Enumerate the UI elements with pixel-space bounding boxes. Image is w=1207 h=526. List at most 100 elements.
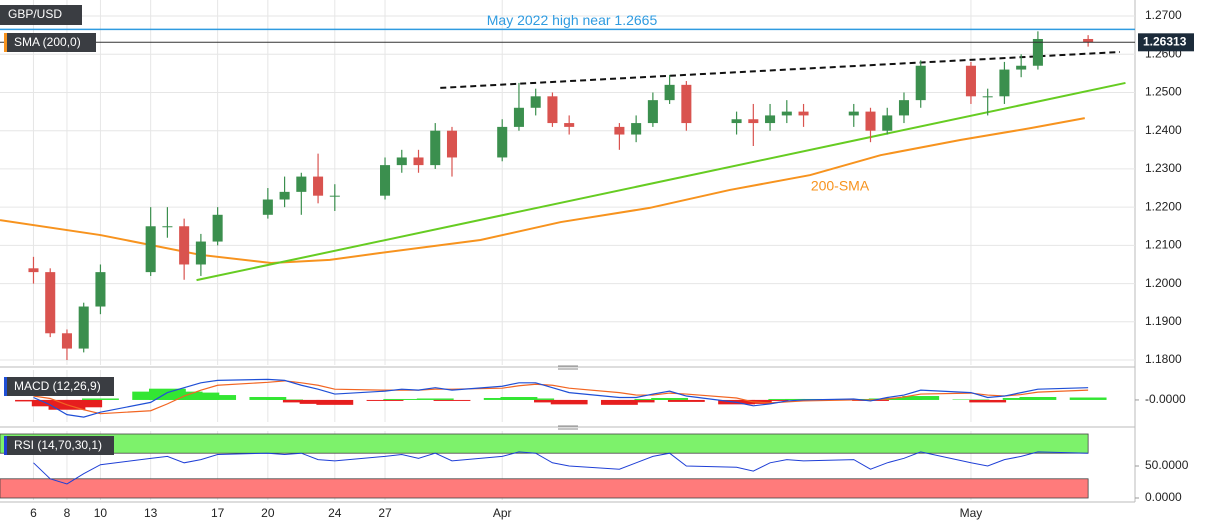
x-tick-label: 6 (30, 506, 37, 520)
macd-histogram-bar (667, 399, 705, 402)
macd-histogram-bar (550, 399, 588, 405)
candle-body (865, 111, 876, 131)
candle-body (798, 111, 809, 116)
y-tick-label: 0.0000 (1145, 490, 1182, 504)
legend-box[interactable] (4, 33, 96, 52)
y-tick-label: 1.2400 (1145, 123, 1182, 137)
legend-box[interactable] (4, 436, 114, 455)
price-label: 1.26313 (1143, 34, 1187, 48)
candle-body (446, 130, 458, 158)
candle-body (765, 115, 776, 124)
candle-body (1032, 38, 1043, 66)
candle-body (982, 96, 993, 98)
candle-body (915, 65, 926, 101)
candle-body (28, 268, 39, 273)
trendline (440, 50, 1120, 89)
pane-handle[interactable] (558, 425, 578, 430)
macd-histogram-bar (902, 396, 940, 400)
legend-label[interactable]: SMA (200,0) (14, 35, 81, 49)
candle-body (497, 126, 508, 158)
symbol-box[interactable] (0, 5, 82, 25)
x-tick-label: 13 (144, 506, 158, 520)
macd-histogram-bar (1069, 397, 1107, 400)
macd-histogram-bar (65, 399, 103, 408)
candle-body (647, 100, 658, 124)
candle-body (965, 65, 976, 97)
y-tick-label: 1.1900 (1145, 314, 1182, 328)
labels: GBP/USD SMA (200,0) MACD (12,26,9) RSI (… (0, 5, 1194, 520)
pane-handle[interactable] (558, 365, 578, 370)
candle-body (45, 272, 56, 334)
oversold-zone (0, 478, 1089, 499)
x-tick-label: Apr (493, 506, 512, 520)
trendline (196, 81, 1126, 282)
y-tick-label: 1.2200 (1145, 199, 1182, 213)
macd-histogram-bar (433, 399, 471, 401)
y-tick-label: -0.0000 (1145, 392, 1186, 406)
annotation: May 2022 high near 1.2665 (487, 12, 658, 28)
candle-body (78, 306, 89, 349)
candle-body (681, 84, 692, 124)
candle-body (748, 119, 759, 124)
candle-body (564, 123, 575, 127)
candle-body (614, 126, 625, 135)
candle-body (413, 157, 424, 166)
x-tick-label: May (960, 506, 983, 520)
x-tick-label: 17 (211, 506, 225, 520)
symbol[interactable]: GBP/USD (8, 7, 62, 21)
y-tick-label: 1.2300 (1145, 161, 1182, 175)
macd-line (33, 378, 1089, 418)
x-tick-label: 20 (261, 506, 275, 520)
candle-body (396, 157, 407, 166)
y-tick-label: 1.1800 (1145, 352, 1182, 366)
legend-label[interactable]: RSI (14,70,30,1) (14, 438, 102, 452)
y-tick-label: 50.0000 (1145, 458, 1189, 472)
macd-histogram-bar (651, 397, 689, 400)
candle-body (145, 226, 156, 273)
y-tick-label: 1.2700 (1145, 8, 1182, 22)
candle-body (731, 119, 742, 124)
y-tick-label: 1.2000 (1145, 276, 1182, 290)
candle-body (664, 84, 675, 101)
rsi-line (33, 451, 1089, 485)
legend-swatch (4, 436, 7, 455)
x-tick-label: 10 (94, 506, 108, 520)
x-tick-label: 27 (378, 506, 392, 520)
candle-body (262, 199, 273, 215)
macd-histogram-bar (416, 398, 454, 400)
candle-body (212, 214, 223, 242)
sma-annotation: 200-SMA (811, 178, 870, 194)
macd-histogram-bar (751, 399, 789, 401)
candle-body (781, 111, 792, 116)
candle-body (848, 111, 859, 116)
candle-body (313, 176, 324, 196)
sma-line (0, 117, 1085, 264)
legend-box[interactable] (4, 377, 114, 396)
candle-body (296, 176, 307, 192)
candle-body (95, 272, 106, 307)
legend-swatch (4, 377, 7, 396)
y-tick-label: 1.2100 (1145, 238, 1182, 252)
macd-histogram-bar (199, 395, 237, 400)
macd-histogram-bar (366, 399, 404, 401)
macd-histogram-bar (249, 397, 287, 400)
candle-body (1016, 65, 1027, 70)
candle-body (195, 241, 206, 265)
candle-body (430, 130, 441, 166)
macd-histogram-bar (383, 398, 421, 400)
plot (0, 28, 1135, 499)
candle-body (513, 107, 524, 127)
candle-body (898, 100, 910, 116)
macd-histogram-bar (969, 399, 1007, 403)
y-tick-label: 1.2500 (1145, 85, 1182, 99)
legend-swatch (4, 33, 7, 52)
candle-body (547, 96, 558, 124)
candle-body (882, 115, 893, 131)
candle-body (380, 165, 391, 196)
candle-body (179, 226, 190, 265)
candle-body (279, 191, 290, 200)
legend-label[interactable]: MACD (12,26,9) (14, 379, 101, 393)
macd-histogram-bar (1019, 397, 1057, 400)
